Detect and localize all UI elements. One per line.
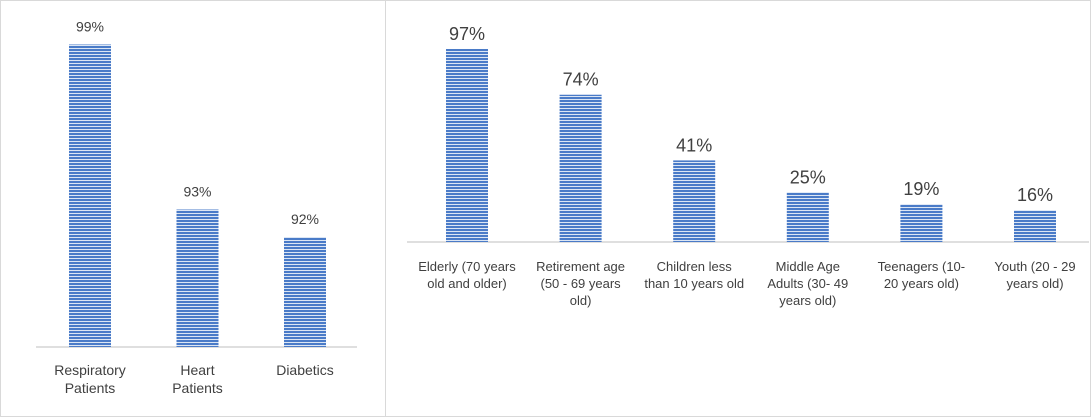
chart-panel-left: 99% Respiratory Patients 93% Heart Patients 92… (0, 0, 386, 417)
chart-panel-right: 97% Elderly (70 years old and older) 74% Ret… (386, 0, 1091, 417)
bar (284, 237, 326, 347)
bar (673, 160, 716, 242)
bar (69, 44, 111, 347)
bar (1014, 210, 1056, 242)
data-label: 74% (563, 70, 599, 90)
chart-right: 97% Elderly (70 years old and older) 74% Ret… (407, 24, 1089, 308)
data-label: 19% (903, 179, 939, 199)
category-label: Heart Patients (172, 362, 223, 396)
data-label: 16% (1017, 185, 1053, 205)
category-label: Children less than 10 years old (644, 259, 744, 291)
bar (176, 209, 219, 347)
bar (446, 48, 488, 242)
category-label: Middle Age Adults (30- 49 years old) (767, 259, 848, 308)
bar (786, 192, 829, 242)
category-label: Respiratory Patients (54, 362, 126, 396)
category-label: Diabetics (276, 362, 334, 378)
data-label: 92% (291, 211, 319, 227)
data-label: 99% (76, 19, 104, 35)
category-label: Retirement age (50 - 69 years old) (536, 259, 625, 308)
category-label: Teenagers (10-20 years old) (878, 259, 965, 291)
bar (900, 204, 943, 242)
category-label: Elderly (70 years old and older) (418, 259, 516, 291)
data-label: 93% (183, 184, 211, 200)
bar (559, 94, 602, 243)
category-label: Youth (20 - 29 years old) (994, 259, 1075, 291)
data-label: 41% (676, 135, 712, 155)
data-label: 25% (790, 167, 826, 187)
chart-left: 99% Respiratory Patients 93% Heart Patients 92… (36, 19, 357, 396)
data-label: 97% (449, 24, 485, 44)
